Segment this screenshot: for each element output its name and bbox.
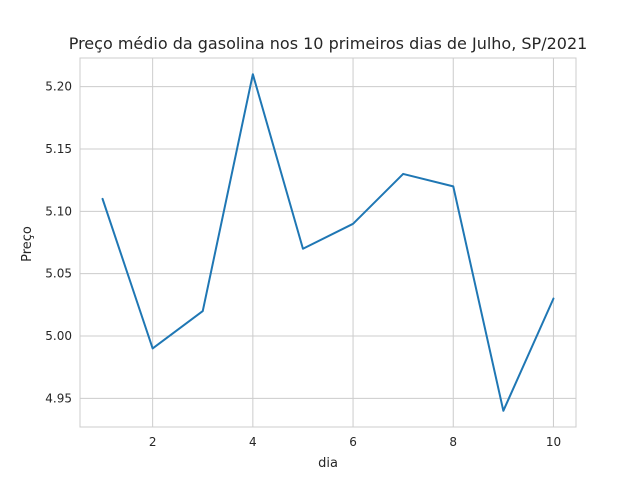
y-tick-label: 5.10 (45, 204, 72, 218)
x-tick-label: 6 (349, 435, 357, 449)
y-axis-label: Preço (20, 226, 35, 262)
series-line (101, 73, 555, 412)
chart-title: Preço médio da gasolina nos 10 primeiros… (69, 34, 588, 53)
y-tick-label: 5.00 (45, 329, 72, 343)
x-tick-label: 4 (249, 435, 257, 449)
y-tick-label: 5.15 (45, 142, 72, 156)
x-tick-label: 8 (449, 435, 457, 449)
plot-area-frame (79, 57, 577, 428)
x-axis-ticks: 2 4 6 8 10 (149, 435, 561, 449)
series-layer (101, 73, 555, 412)
y-tick-label: 5.20 (45, 80, 72, 94)
grid-lines (80, 58, 576, 427)
y-tick-label: 4.95 (45, 391, 72, 405)
x-axis-label: dia (318, 456, 338, 471)
x-tick-label: 2 (149, 435, 157, 449)
x-tick-label: 10 (546, 435, 561, 449)
y-axis-ticks: 4.95 5.00 5.05 5.10 5.15 5.20 (45, 80, 72, 406)
y-tick-label: 5.05 (45, 267, 72, 281)
